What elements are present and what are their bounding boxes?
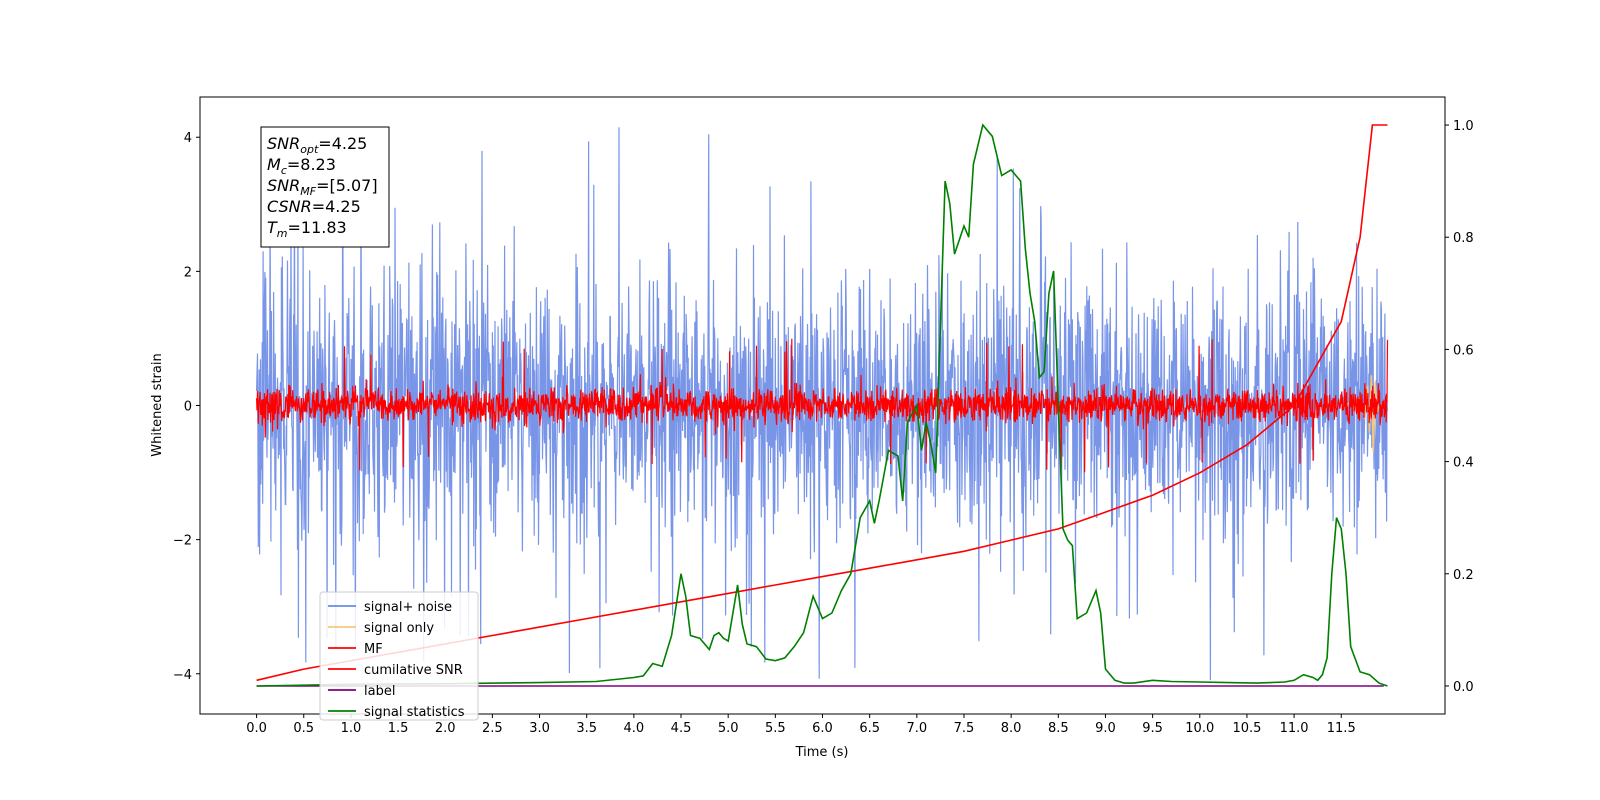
series-line-5	[256, 123, 1388, 687]
legend-frame	[319, 591, 479, 721]
x-tick-label: 10.5	[1232, 721, 1261, 736]
info-subscript: opt	[300, 143, 319, 156]
x-tick-label: 4.5	[671, 721, 692, 736]
x-tick-label: 6.0	[812, 721, 833, 736]
legend-label: cumilative SNR	[364, 663, 463, 678]
info-line: SNRopt=4.25	[267, 134, 367, 156]
y-axis-label: Whitened strain	[150, 353, 165, 456]
info-line: Tm=11.83	[267, 218, 347, 240]
x-tick-label: 2.0	[435, 721, 456, 736]
x-tick-label: 9.0	[1095, 721, 1116, 736]
y-axis-right: 0.0 0.2 0.4 0.6 0.8 1.0	[1445, 119, 1474, 695]
y-tick-label: 0	[184, 400, 192, 415]
y2-tick-label: 0.4	[1453, 456, 1474, 471]
y-tick-label: 4	[184, 131, 192, 146]
y2-tick-label: 0.8	[1453, 231, 1474, 246]
x-tick-label: 8.0	[1001, 721, 1022, 736]
info-box-frame	[260, 126, 390, 248]
legend-label: signal only	[364, 621, 434, 636]
legend-label: signal statistics	[364, 705, 465, 720]
legend-label: signal+ noise	[364, 600, 452, 615]
legend: signal+ noise signal only MF cumilative SNR…	[319, 591, 479, 721]
y-tick-label: −4	[173, 668, 192, 683]
info-symbol: SNR	[267, 134, 300, 153]
info-value: =4.25	[318, 134, 367, 153]
info-box: SNRopt=4.25Mc=8.23SNRMF=[5.07]CSNR=4.25T…	[260, 126, 390, 248]
info-subscript: MF	[300, 185, 316, 198]
y2-tick-label: 0.6	[1453, 343, 1474, 358]
info-line: SNRMF=[5.07]	[267, 176, 378, 198]
y2-tick-label: 1.0	[1453, 119, 1474, 134]
x-tick-label: 11.0	[1280, 721, 1309, 736]
info-value: =11.83	[288, 218, 347, 237]
y-tick-label: 2	[184, 265, 192, 280]
info-subscript: c	[281, 164, 287, 177]
x-tick-label: 1.0	[341, 721, 362, 736]
legend-label: MF	[364, 642, 383, 657]
x-tick-label: 4.0	[624, 721, 645, 736]
x-tick-label: 8.5	[1048, 721, 1069, 736]
info-line: CSNR=4.25	[267, 197, 361, 216]
info-symbol: CSNR	[267, 197, 312, 216]
info-value: =8.23	[287, 155, 336, 174]
x-tick-label: 7.5	[954, 721, 975, 736]
info-value: =[5.07]	[316, 176, 378, 195]
info-symbol: SNR	[267, 176, 300, 195]
y2-tick-label: 0.0	[1453, 680, 1474, 695]
info-value: =4.25	[312, 197, 361, 216]
x-tick-label: 5.5	[765, 721, 786, 736]
y2-tick-label: 0.2	[1453, 568, 1474, 583]
x-tick-label: 3.0	[529, 721, 550, 736]
info-subscript: m	[277, 227, 288, 240]
series-line-2	[256, 338, 1389, 473]
x-tick-label: 7.0	[906, 721, 927, 736]
x-tick-label: 6.5	[859, 721, 880, 736]
x-tick-label: 2.5	[482, 721, 503, 736]
y-tick-label: −2	[173, 534, 192, 549]
x-axis-label: Time (s)	[795, 745, 849, 760]
x-tick-label: 5.0	[718, 721, 739, 736]
x-tick-label: 9.5	[1142, 721, 1163, 736]
x-tick-label: 3.5	[576, 721, 597, 736]
info-symbol: M	[267, 155, 281, 174]
info-line: Mc=8.23	[267, 155, 336, 177]
x-tick-label: 1.5	[388, 721, 409, 736]
x-tick-label: 0.5	[293, 721, 314, 736]
info-symbol: T	[267, 218, 278, 237]
x-axis: 0.0 0.5 1.0 1.5 2.0 2.5 3.0 3.5 4.0 4.5 5.0 5.5 6.0 6…	[246, 714, 1356, 736]
x-tick-label: 11.5	[1327, 721, 1356, 736]
y-axis-left: −4 −2 0 2 4	[173, 131, 200, 683]
x-tick-label: 10.0	[1185, 721, 1214, 736]
x-tick-label: 0.0	[246, 721, 267, 736]
legend-label: label	[364, 684, 395, 699]
